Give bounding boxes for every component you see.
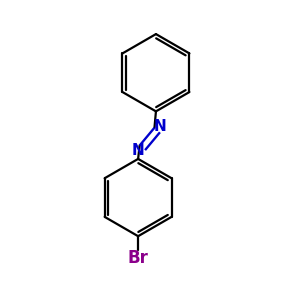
Text: Br: Br [128,250,148,268]
Text: N: N [154,119,167,134]
Text: N: N [132,143,145,158]
